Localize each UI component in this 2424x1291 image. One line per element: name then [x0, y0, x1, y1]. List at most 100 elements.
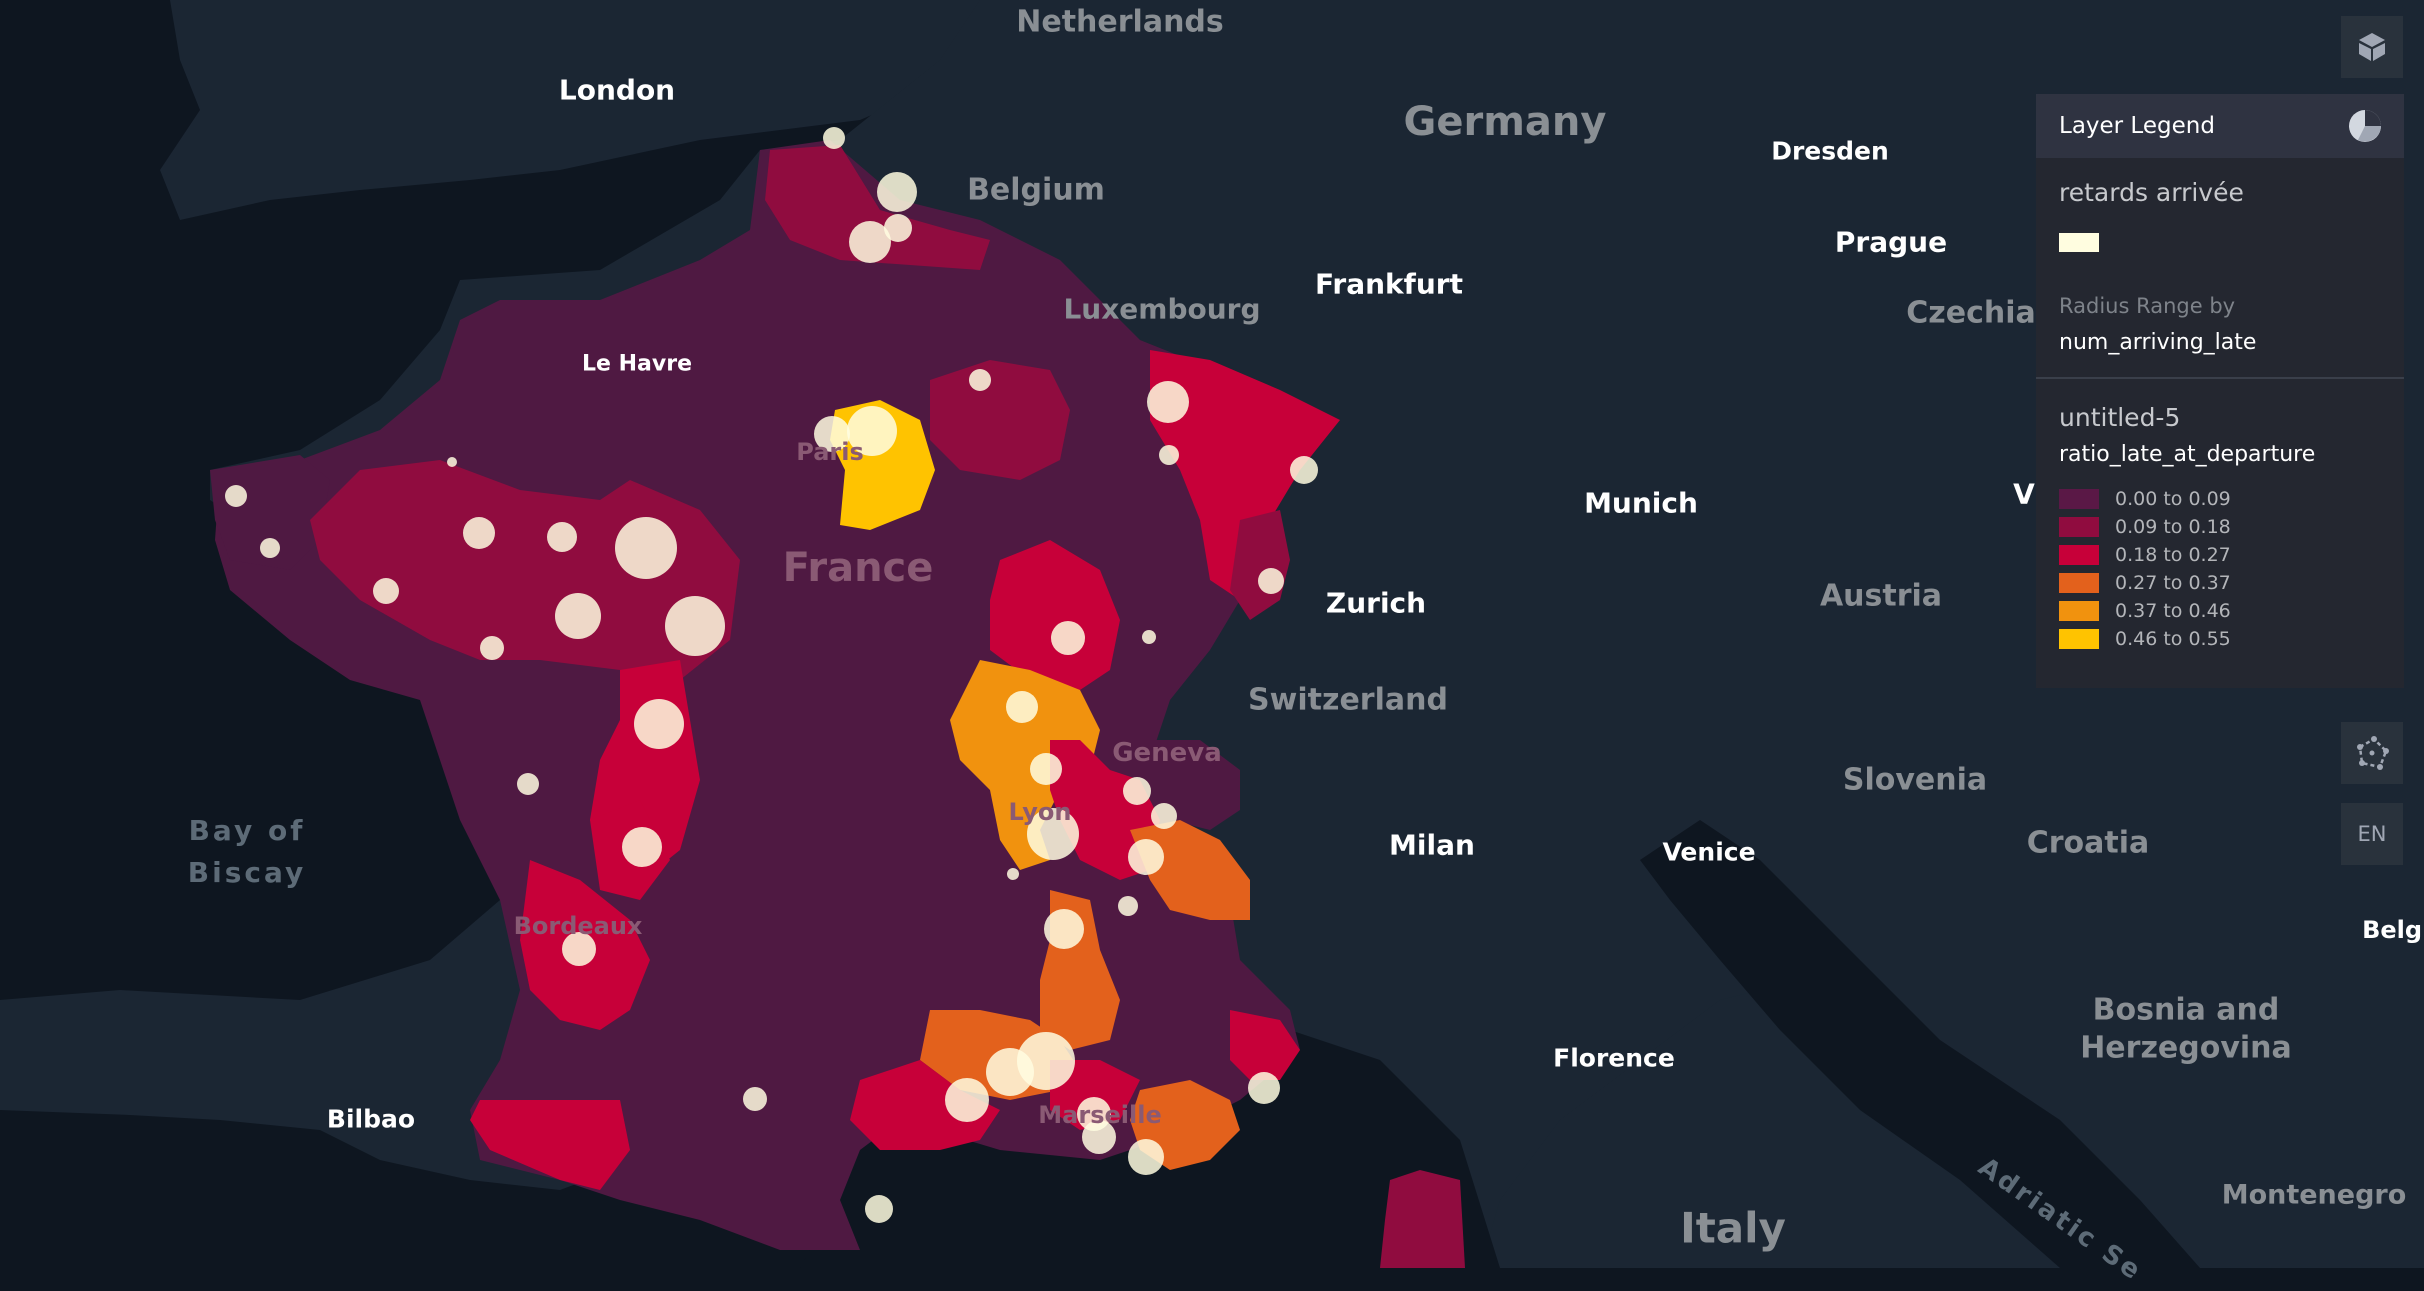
map-point[interactable] — [665, 596, 725, 656]
radius-range-label: Radius Range by — [2059, 294, 2236, 318]
map-point[interactable] — [1007, 868, 1019, 880]
map-point[interactable] — [1044, 909, 1084, 949]
legend-header: Layer Legend — [2036, 94, 2404, 158]
map-point[interactable] — [814, 416, 850, 452]
label-paris: Paris — [796, 438, 864, 466]
map-point[interactable] — [463, 517, 495, 549]
map-point[interactable] — [1142, 630, 1156, 644]
map-point[interactable] — [743, 1087, 767, 1111]
map-point[interactable] — [1027, 808, 1079, 860]
label-bosnia: Bosnia and Herzegovina — [2080, 992, 2292, 1066]
label-montenegro: Montenegro — [2221, 1179, 2407, 1211]
map-point[interactable] — [1128, 839, 1164, 875]
map-point[interactable] — [517, 773, 539, 795]
legend-range-label: 0.00 to 0.09 — [2115, 488, 2231, 510]
map-point[interactable] — [986, 1048, 1034, 1096]
label-london: London — [558, 73, 676, 107]
map-point[interactable] — [1151, 803, 1177, 829]
map-point[interactable] — [1082, 1120, 1116, 1154]
map-point[interactable] — [865, 1195, 893, 1223]
region-alsace — [1150, 350, 1340, 600]
map-point[interactable] — [622, 827, 662, 867]
points-layer[interactable] — [225, 127, 1318, 1223]
map-point[interactable] — [1290, 456, 1318, 484]
map-point[interactable] — [615, 517, 677, 579]
map-point[interactable] — [373, 578, 399, 604]
map-point[interactable] — [547, 522, 577, 552]
map-point[interactable] — [877, 172, 917, 212]
draw-polygon-button[interactable] — [2341, 722, 2403, 784]
label-bordeaux: Bordeaux — [513, 912, 643, 940]
map-point[interactable] — [1051, 621, 1085, 655]
label-netherlands: Netherlands — [1016, 4, 1224, 40]
legend-layer-name: retards arrivée — [2059, 178, 2244, 207]
legend-range-label: 0.18 to 0.27 — [2115, 544, 2231, 566]
label-vienna: V — [2013, 477, 2035, 511]
map-point[interactable] — [849, 221, 891, 263]
label-marseille: Marseille — [1038, 1101, 1162, 1129]
label-austria: Austria — [1819, 578, 1943, 614]
region-herault — [850, 1060, 1000, 1150]
label-czechia: Czechia — [1906, 295, 2036, 331]
map-point[interactable] — [945, 1078, 989, 1122]
land-italy — [1480, 980, 2100, 1268]
label-bay-of-biscay: Bay of Biscay — [187, 814, 307, 889]
map-point[interactable] — [1030, 753, 1062, 785]
region-isere — [1130, 820, 1250, 920]
legend-range-row: 0.18 to 0.27 — [2059, 541, 2381, 569]
label-bilbao: Bilbao — [326, 1104, 416, 1134]
map-point[interactable] — [969, 369, 991, 391]
map-point[interactable] — [1128, 1139, 1164, 1175]
legend-range-swatch — [2059, 573, 2099, 593]
region-bouches-du-rhone — [1050, 1060, 1140, 1130]
map-point[interactable] — [562, 932, 596, 966]
layers-button[interactable] — [2341, 16, 2403, 78]
label-italy: Italy — [1680, 1203, 1786, 1253]
map-point[interactable] — [634, 699, 684, 749]
label-belgrade: Belgr — [2362, 916, 2424, 944]
label-prague: Prague — [1834, 225, 1948, 259]
label-croatia: Croatia — [2026, 825, 2150, 861]
map-point[interactable] — [1159, 445, 1179, 465]
region-brittany — [210, 455, 330, 570]
legend-point-swatch — [2059, 233, 2099, 252]
map-point[interactable] — [225, 485, 247, 507]
label-france: France — [782, 545, 934, 591]
map-point[interactable] — [847, 406, 897, 456]
label-munich: Munich — [1584, 486, 1698, 520]
legend-range-swatch — [2059, 517, 2099, 537]
map-point[interactable] — [260, 538, 280, 558]
map-point[interactable] — [1118, 896, 1138, 916]
label-milan: Milan — [1389, 828, 1475, 862]
map-point[interactable] — [1147, 381, 1189, 423]
legend-range-row: 0.46 to 0.55 — [2059, 625, 2381, 653]
language-button[interactable]: EN — [2341, 803, 2403, 865]
map-point[interactable] — [1258, 568, 1284, 594]
map-point[interactable] — [1123, 777, 1151, 805]
legend-color-field: ratio_late_at_departure — [2059, 442, 2316, 467]
pie-chart-icon[interactable] — [2346, 107, 2384, 145]
map-point[interactable] — [884, 214, 912, 242]
legend-color-ramp: 0.00 to 0.09 0.09 to 0.18 0.18 to 0.27 0… — [2059, 485, 2381, 653]
map-point[interactable] — [1006, 691, 1038, 723]
region-pyrenees-atlantiques — [470, 1100, 630, 1190]
map-point[interactable] — [823, 127, 845, 149]
map-point[interactable] — [555, 593, 601, 639]
legend-range-swatch — [2059, 545, 2099, 565]
map-point[interactable] — [480, 636, 504, 660]
label-belgium: Belgium — [967, 172, 1105, 208]
legend-range-label: 0.27 to 0.37 — [2115, 572, 2231, 594]
region-champagne — [930, 360, 1070, 480]
region-pays-de-loire-north — [310, 460, 740, 680]
legend-range-swatch — [2059, 601, 2099, 621]
label-florence: Florence — [1553, 1043, 1675, 1073]
region-auvergne — [950, 660, 1100, 870]
legend-range-row: 0.37 to 0.46 — [2059, 597, 2381, 625]
map-point[interactable] — [1248, 1072, 1280, 1104]
region-alpes-maritimes — [1230, 1010, 1300, 1080]
label-dresden: Dresden — [1771, 136, 1889, 166]
label-geneva: Geneva — [1112, 738, 1222, 768]
map-point[interactable] — [447, 457, 457, 467]
